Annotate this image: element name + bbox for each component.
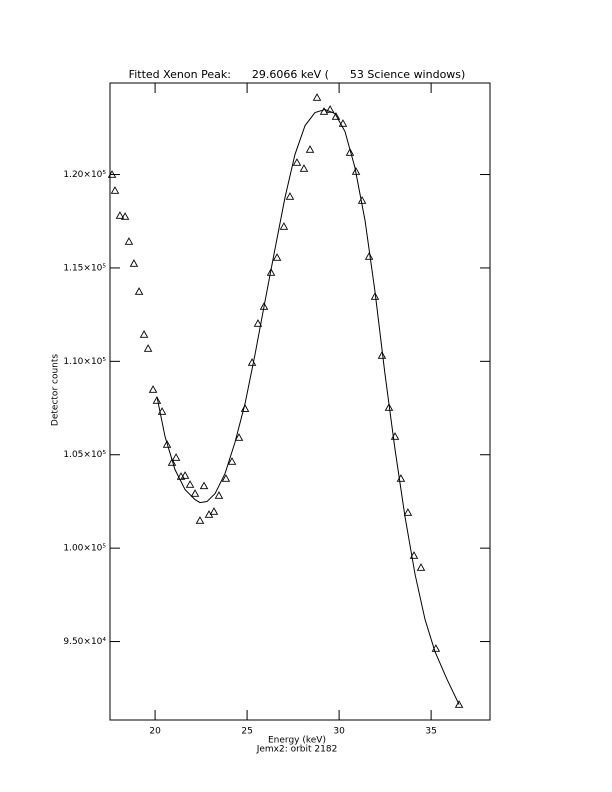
data-point bbox=[221, 474, 231, 482]
data-point bbox=[384, 403, 394, 411]
data-point bbox=[129, 259, 139, 267]
chart-title: Fitted Xenon Peak: 29.6066 keV ( 53 Scie… bbox=[129, 68, 466, 81]
data-point bbox=[190, 489, 200, 497]
data-point bbox=[331, 112, 341, 120]
data-point bbox=[409, 551, 419, 559]
data-point bbox=[319, 107, 329, 115]
y-tick-label: 1.20×10⁵ bbox=[63, 170, 106, 180]
data-point bbox=[345, 148, 355, 156]
data-point bbox=[454, 700, 464, 708]
data-point bbox=[292, 158, 302, 166]
x-axis-label: Energy (keV) bbox=[268, 736, 326, 746]
data-point bbox=[120, 212, 130, 220]
data-point bbox=[185, 480, 195, 488]
data-point bbox=[209, 507, 219, 515]
x-tick-label: 20 bbox=[149, 727, 161, 737]
data-point bbox=[364, 252, 374, 260]
data-point bbox=[180, 471, 190, 479]
y-tick-label: 1.05×10⁵ bbox=[63, 450, 106, 460]
subtitle: Jemx2: orbit 2182 bbox=[256, 745, 338, 755]
fit-line bbox=[156, 108, 460, 705]
x-tick-label: 30 bbox=[333, 727, 345, 737]
data-point bbox=[240, 404, 250, 412]
data-point bbox=[299, 164, 309, 172]
data-point bbox=[272, 253, 282, 261]
y-axis-label: Detector counts bbox=[51, 354, 61, 426]
data-point bbox=[152, 396, 162, 404]
data-point bbox=[195, 516, 205, 524]
data-point bbox=[259, 302, 269, 310]
data-point bbox=[148, 385, 158, 393]
y-tick-label: 9.50×10⁴ bbox=[63, 637, 106, 647]
data-point bbox=[143, 344, 153, 352]
data-point bbox=[279, 222, 289, 230]
data-point bbox=[377, 351, 387, 359]
plot-frame bbox=[109, 82, 491, 721]
data-point bbox=[312, 93, 322, 101]
y-tick-label: 1.10×10⁵ bbox=[63, 357, 106, 367]
y-tick-label: 1.00×10⁵ bbox=[63, 544, 106, 554]
data-point bbox=[253, 319, 263, 327]
x-tick-label: 25 bbox=[241, 727, 252, 737]
data-point bbox=[110, 186, 120, 194]
data-point bbox=[234, 433, 244, 441]
data-point bbox=[416, 563, 426, 571]
data-point bbox=[162, 440, 172, 448]
data-point bbox=[134, 287, 144, 295]
data-point bbox=[124, 237, 134, 245]
y-tick-label: 1.15×10⁵ bbox=[63, 263, 106, 273]
data-point bbox=[115, 211, 125, 219]
data-point bbox=[214, 491, 224, 499]
data-point bbox=[325, 105, 335, 113]
data-point bbox=[171, 453, 181, 461]
data-point bbox=[227, 457, 237, 465]
data-point bbox=[403, 508, 413, 516]
data-point bbox=[305, 145, 315, 153]
data-point bbox=[338, 119, 348, 127]
x-tick-label: 35 bbox=[425, 727, 436, 737]
data-point bbox=[266, 268, 276, 276]
data-point bbox=[370, 292, 380, 300]
data-point bbox=[285, 192, 295, 200]
data-point bbox=[139, 330, 149, 338]
data-point bbox=[107, 170, 117, 178]
data-point bbox=[199, 481, 209, 490]
data-point bbox=[167, 458, 177, 466]
